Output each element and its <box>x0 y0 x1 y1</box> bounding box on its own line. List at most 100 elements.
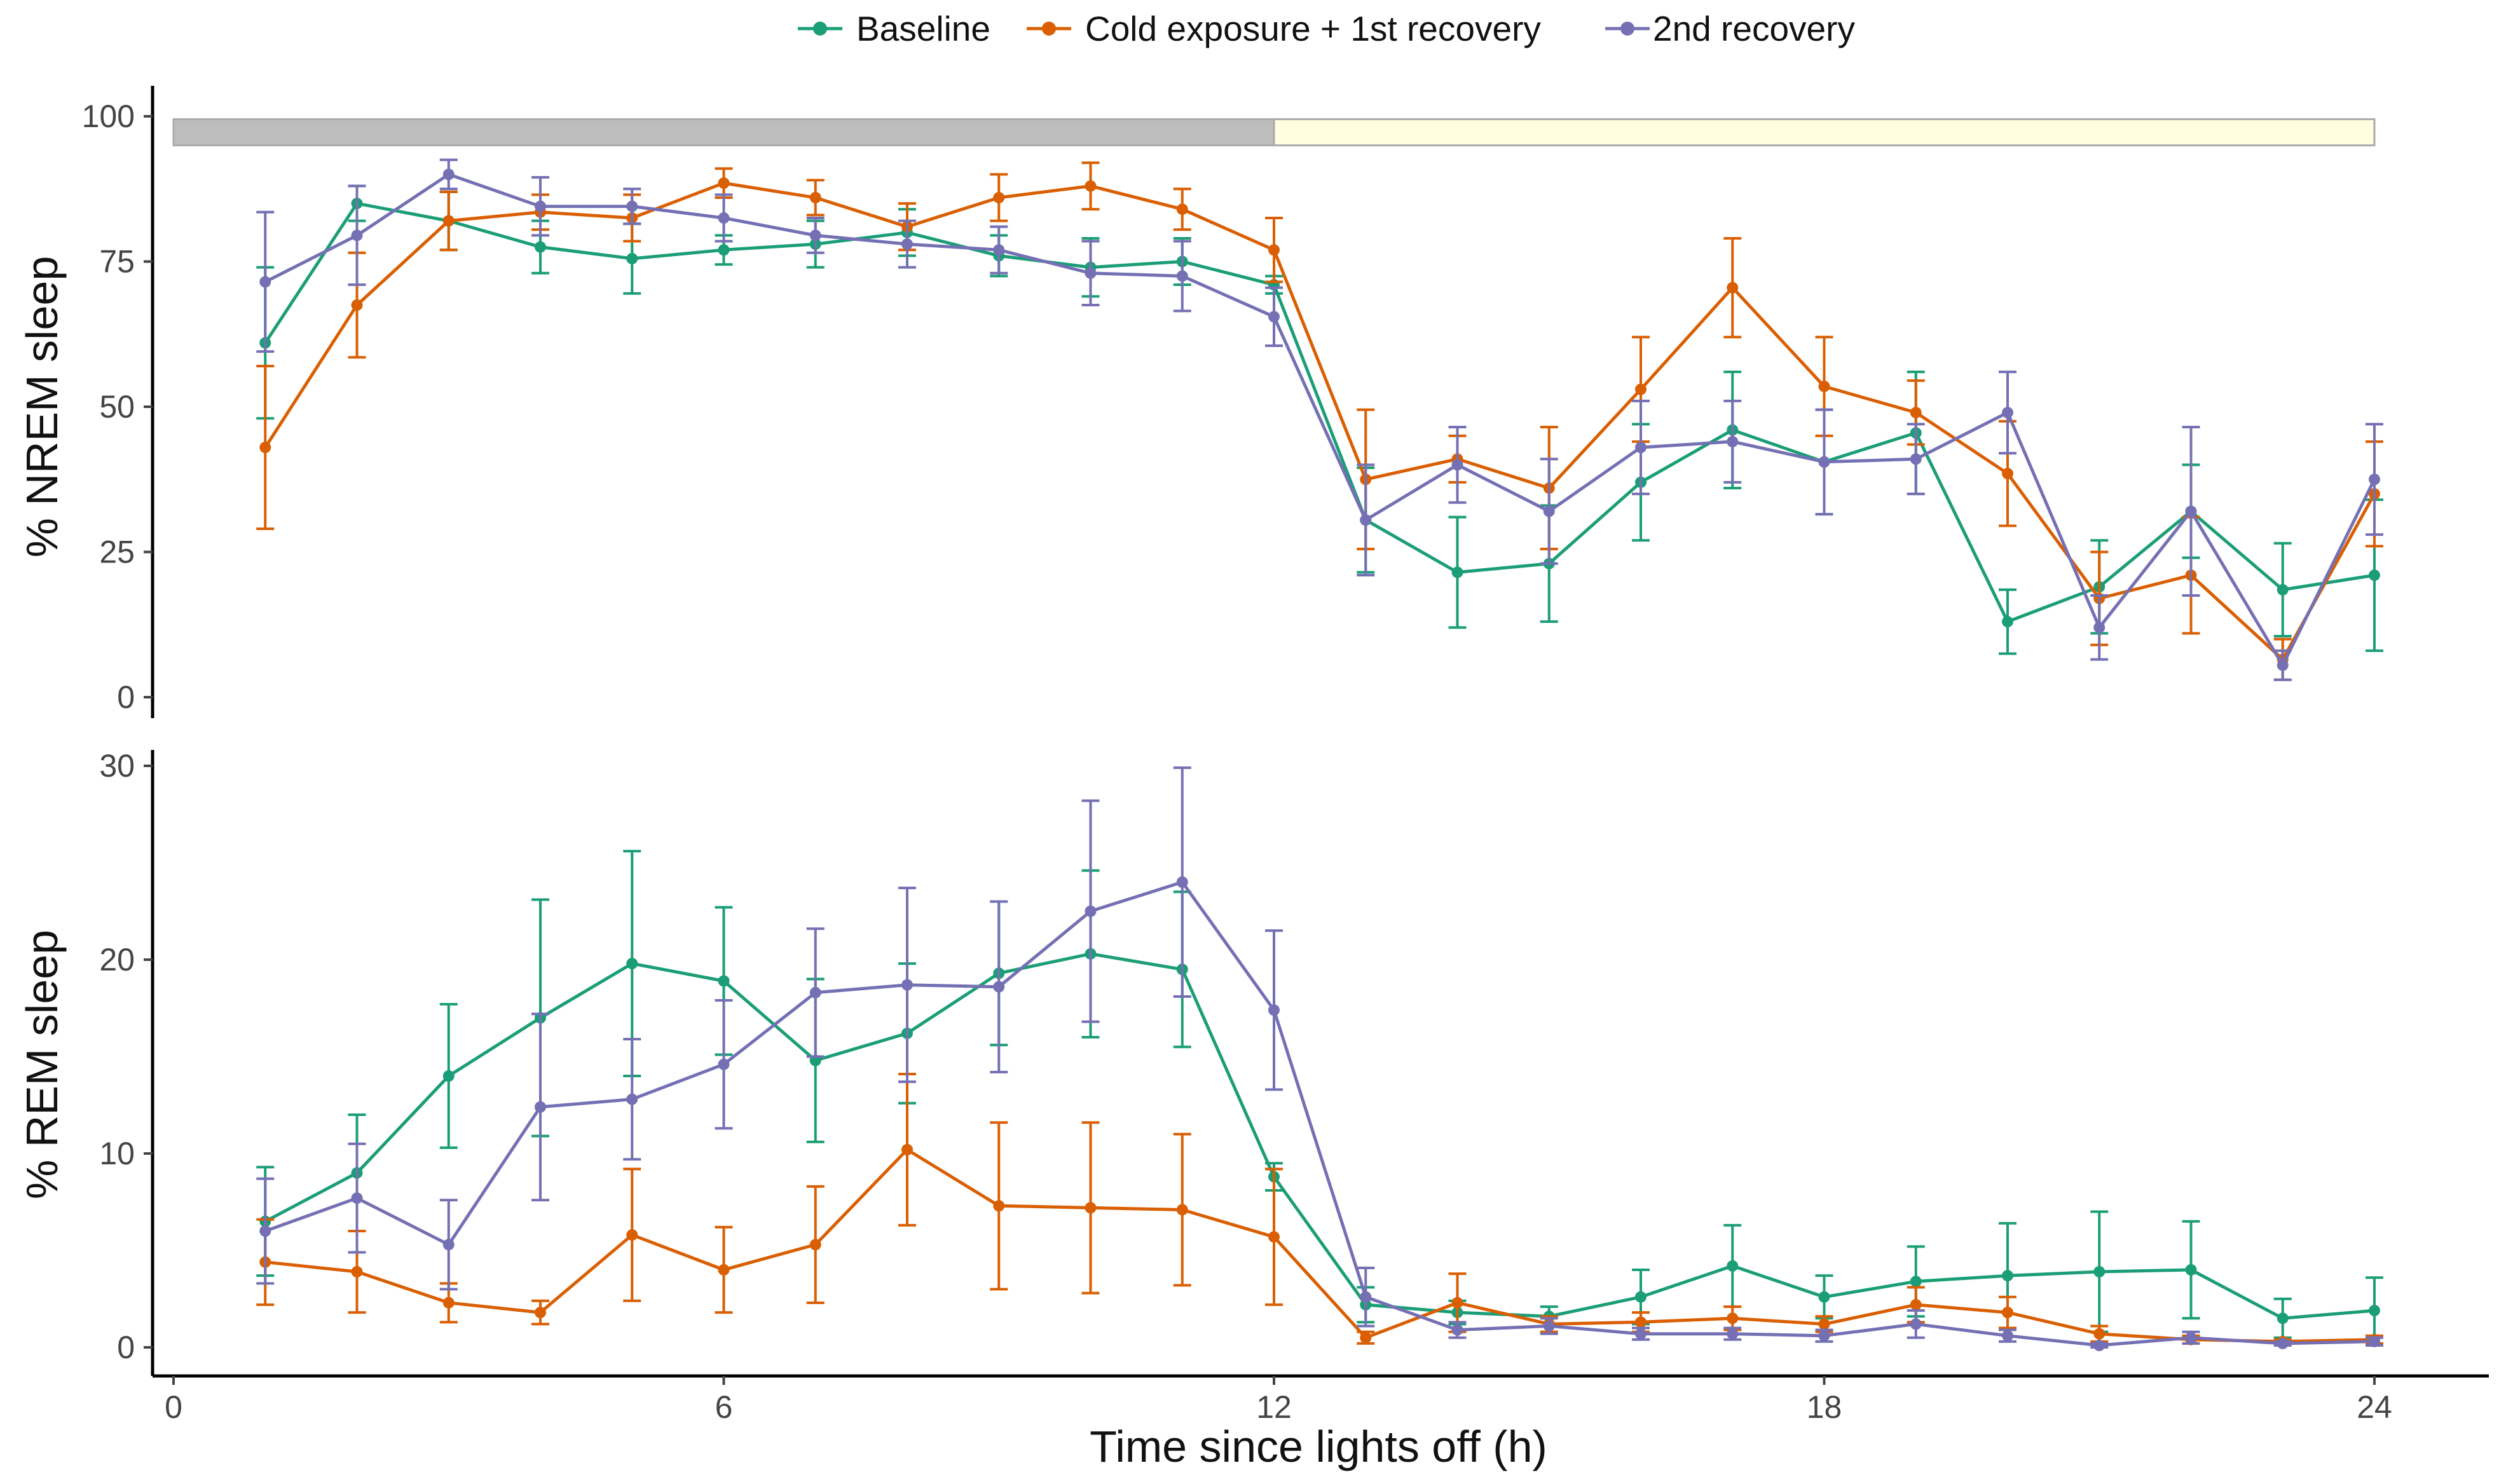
data-point <box>351 1192 363 1204</box>
nrem-panel: 0 25 50 75 100 <box>82 86 2383 718</box>
y-tick-label: 0 <box>117 1330 135 1365</box>
data-point <box>351 299 363 311</box>
y-tick-label: 50 <box>99 389 135 425</box>
data-point <box>442 1239 455 1251</box>
series-line-cold <box>264 181 2376 662</box>
data-point <box>2277 1312 2289 1324</box>
series-line-recovery2 <box>264 880 2375 1347</box>
data-point <box>2185 1331 2197 1344</box>
data-point <box>1727 1328 1739 1340</box>
data-point <box>2002 1330 2013 1342</box>
data-point <box>1176 270 1188 282</box>
data-point <box>901 1143 913 1155</box>
y-tick-label: 0 <box>117 679 135 715</box>
data-point <box>2185 1264 2197 1276</box>
data-point <box>718 244 730 256</box>
data-point <box>1818 1291 1830 1303</box>
data-point <box>1910 1276 1922 1288</box>
rem-panel: 0 10 20 30 0 6 12 18 24 <box>99 748 2489 1425</box>
data-point <box>2369 1305 2380 1317</box>
data-point <box>1085 905 1097 917</box>
data-point <box>2093 1339 2105 1351</box>
data-point <box>1727 282 1739 294</box>
y-tick-label: 100 <box>82 99 135 134</box>
series-line-baseline <box>264 952 2375 1320</box>
x-tick-label: 12 <box>1256 1389 1292 1425</box>
legend-label-recovery2: 2nd recovery <box>1653 9 1855 48</box>
data-point <box>1360 1291 1372 1303</box>
data-point <box>2002 616 2013 628</box>
series-recovery2 <box>256 766 2383 1351</box>
data-point <box>351 229 363 242</box>
data-point <box>1268 311 1280 323</box>
data-point <box>1176 876 1188 888</box>
data-point <box>1818 1318 1830 1330</box>
data-point <box>2002 407 2013 419</box>
legend-swatch-point <box>1620 22 1634 36</box>
data-point <box>1635 383 1647 395</box>
data-point <box>1818 1330 1830 1342</box>
data-point <box>626 958 638 970</box>
data-point <box>901 238 913 250</box>
data-point <box>1176 203 1188 215</box>
x-tick-label: 18 <box>1807 1389 1842 1425</box>
data-point <box>809 986 821 998</box>
data-point <box>535 1307 546 1319</box>
legend-label-baseline: Baseline <box>856 9 990 48</box>
data-point <box>718 1058 730 1070</box>
data-point <box>2093 1328 2105 1340</box>
data-point <box>2369 1335 2380 1347</box>
data-point <box>1268 1231 1280 1243</box>
data-point <box>993 1200 1005 1212</box>
series-recovery2 <box>256 158 2383 681</box>
x-tick-label: 24 <box>2357 1389 2392 1425</box>
data-point <box>1451 566 1463 578</box>
y-tick-label: 30 <box>99 748 135 784</box>
data-point <box>1451 1324 1463 1336</box>
data-point <box>442 215 455 227</box>
data-point <box>1268 244 1280 256</box>
data-point <box>809 1239 821 1251</box>
data-point <box>535 1101 546 1113</box>
dark-period-bar <box>172 118 1275 147</box>
data-point <box>1085 1202 1097 1214</box>
data-point <box>901 979 913 991</box>
data-point <box>1635 1291 1647 1303</box>
data-point <box>259 276 271 288</box>
data-point <box>2093 622 2105 634</box>
data-point <box>718 975 730 987</box>
data-point <box>2369 473 2380 486</box>
legend-item-cold: Cold exposure + 1st recovery <box>1027 9 1541 48</box>
data-point <box>442 168 455 180</box>
data-point <box>1360 1331 1372 1344</box>
legend-item-baseline: Baseline <box>798 9 990 48</box>
y-tick-label: 10 <box>99 1136 135 1171</box>
legend-swatch-point <box>813 22 827 36</box>
data-point <box>2002 1270 2013 1282</box>
data-point <box>2002 468 2013 480</box>
data-point <box>1543 1320 1555 1332</box>
y-axis-title-nrem: % NREM sleep <box>17 256 67 558</box>
data-point <box>2369 569 2380 582</box>
data-point <box>1910 1298 1922 1310</box>
data-point <box>1451 459 1463 471</box>
data-point <box>1085 180 1097 192</box>
data-point <box>626 1229 638 1241</box>
data-point <box>259 441 271 453</box>
x-axis-title: Time since lights off (h) <box>1090 1422 1547 1471</box>
data-point <box>1818 456 1830 468</box>
data-point <box>2277 1337 2289 1349</box>
data-point <box>1635 1328 1647 1340</box>
light-period-bar <box>1273 118 2376 147</box>
y-tick-label: 25 <box>99 534 135 570</box>
data-point <box>1176 1204 1188 1216</box>
series-line-recovery2 <box>264 172 2376 667</box>
data-point <box>626 1093 638 1105</box>
data-point <box>718 177 730 189</box>
data-point <box>1635 441 1647 453</box>
data-point <box>535 241 546 253</box>
legend-item-recovery2: 2nd recovery <box>1605 9 1855 48</box>
series-cold <box>256 1072 2383 1347</box>
series-line-cold <box>265 1148 2375 1344</box>
